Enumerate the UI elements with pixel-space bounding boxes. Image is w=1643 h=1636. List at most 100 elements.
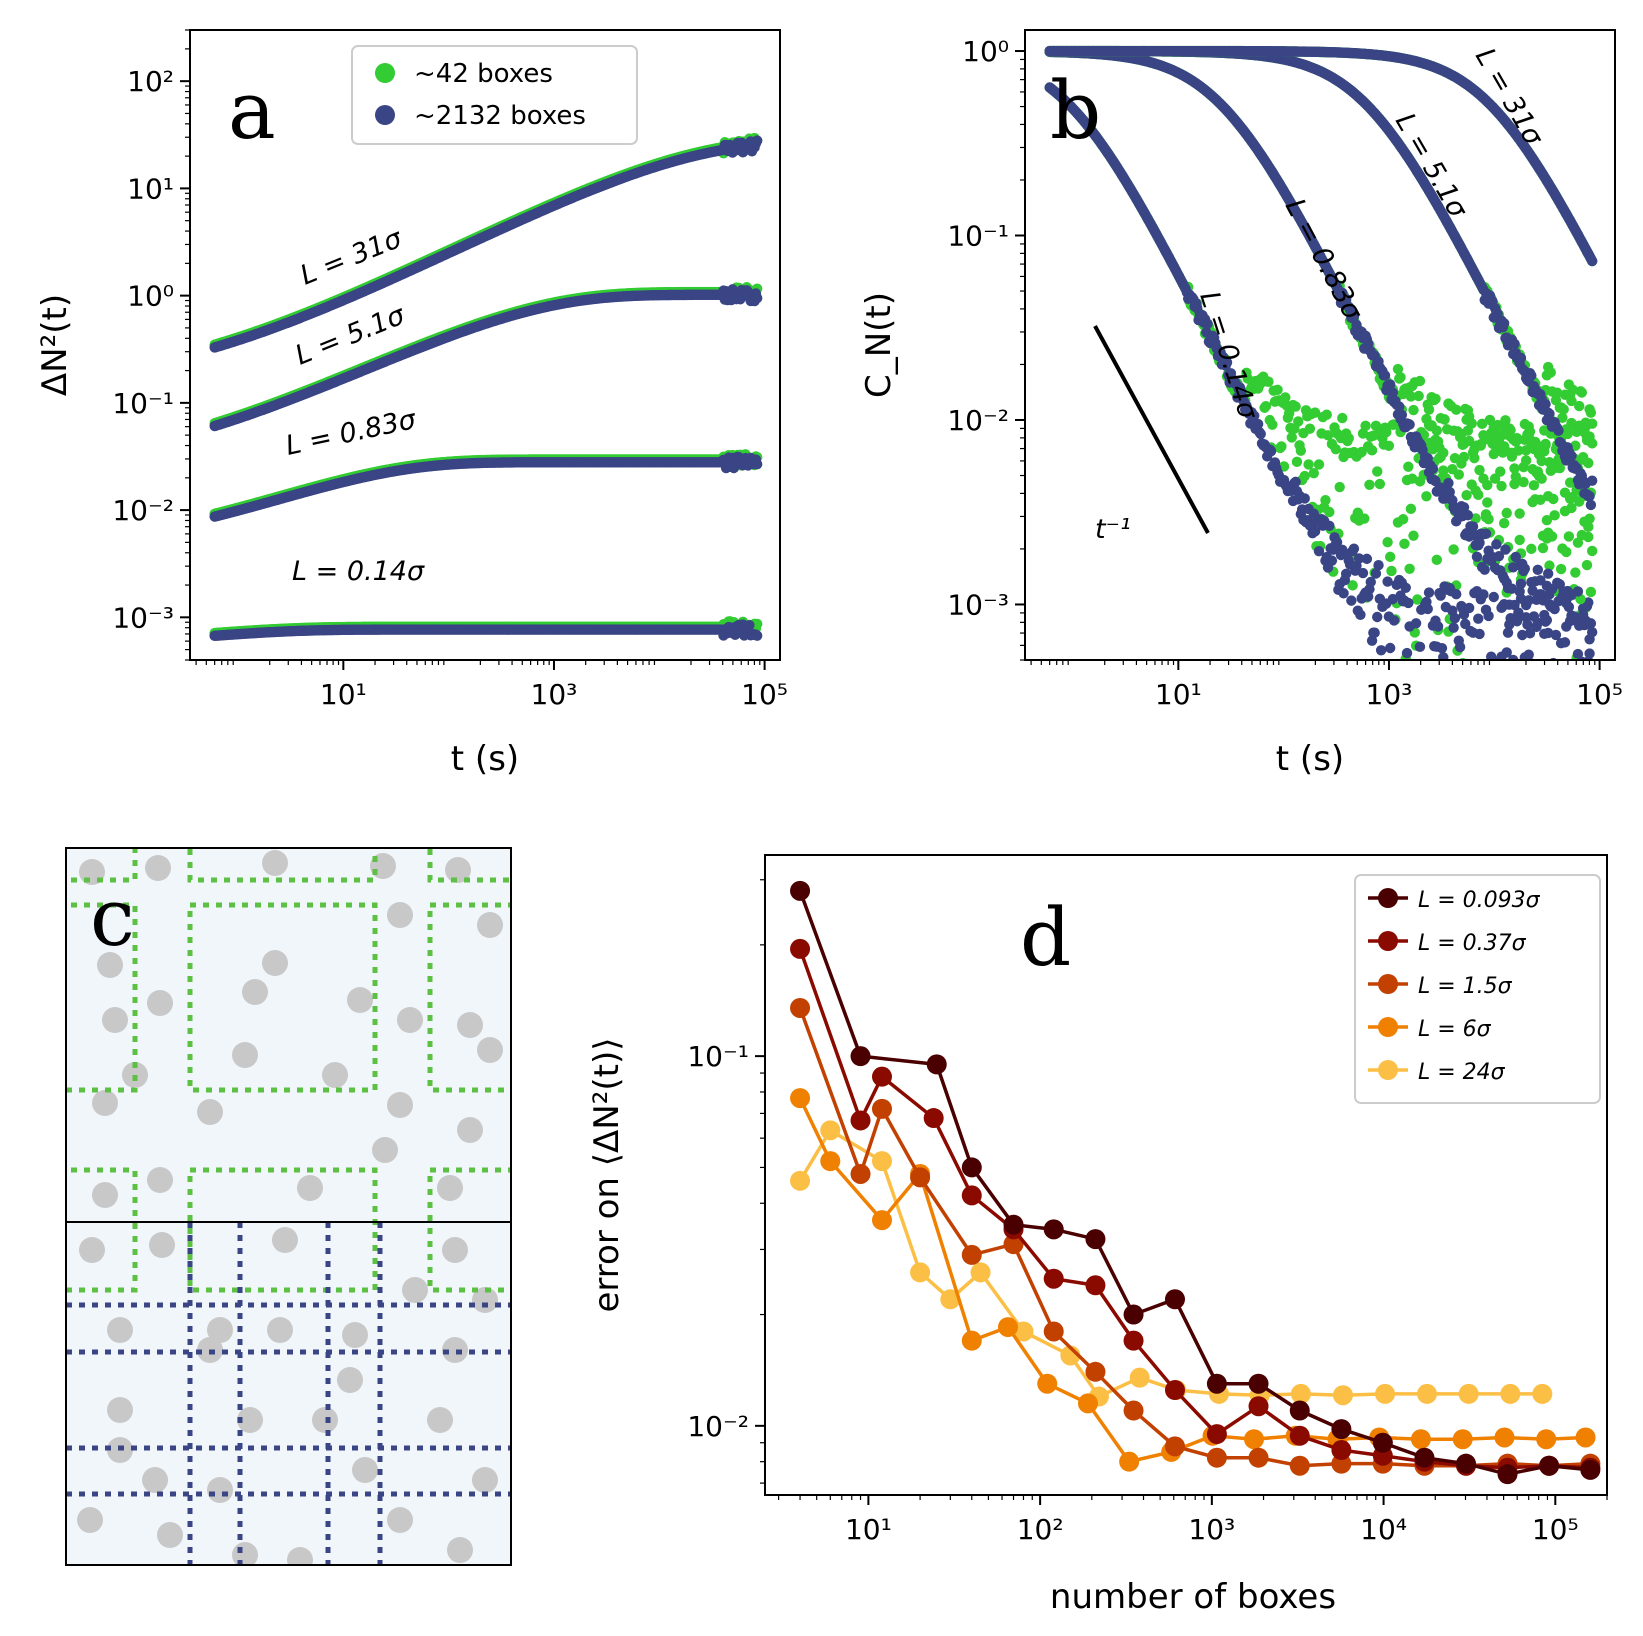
panel-b-point xyxy=(1473,489,1484,501)
panel-b-point xyxy=(1559,487,1571,498)
panel-b-point xyxy=(1280,392,1291,403)
panel-b-point xyxy=(1357,567,1369,579)
panel-b-point xyxy=(1431,554,1442,566)
panel-b-point xyxy=(1410,711,1420,721)
panel-a-point xyxy=(751,135,763,146)
panel-b-point xyxy=(1463,411,1475,422)
panel-b-point xyxy=(1470,835,1480,845)
panel-b-point xyxy=(1334,481,1345,493)
panel-b-point xyxy=(1405,503,1417,515)
panel-b-point xyxy=(1340,568,1352,580)
panel-b-points xyxy=(1044,45,1598,875)
panel-b-point xyxy=(1360,420,1371,432)
panel-b-point xyxy=(1475,439,1487,450)
panel-b-point xyxy=(1406,730,1416,740)
panel-b-point xyxy=(1527,712,1537,722)
panel-a-points xyxy=(209,132,763,642)
panel-b-point xyxy=(1403,461,1414,472)
panel-a-ylabel: ΔN²(t) xyxy=(35,294,75,396)
panel-a-xlabel: t (s) xyxy=(451,739,519,779)
panel-b-point xyxy=(1291,456,1303,468)
panel-b-point xyxy=(1511,435,1523,446)
panel-b-point xyxy=(1303,459,1314,470)
panel-a-legend: ~42 boxes ~2132 boxes xyxy=(351,45,638,145)
panel-b-point xyxy=(1579,516,1590,527)
panel-b-point xyxy=(1525,677,1535,687)
panel-b-point xyxy=(1552,711,1562,721)
panel-a-point xyxy=(751,618,763,630)
panel-b-point xyxy=(1432,621,1444,632)
panel-b-point xyxy=(1491,672,1501,682)
panel-b-point xyxy=(1355,609,1366,621)
panel-b-point xyxy=(1452,701,1462,711)
panel-b-point xyxy=(1417,665,1427,675)
panel-b-point xyxy=(1494,865,1504,875)
panel-b-point xyxy=(1473,613,1484,624)
panel-b-point xyxy=(1575,736,1585,746)
panel-b-point xyxy=(1255,428,1266,440)
panel-b-point xyxy=(1583,531,1594,543)
panel-b-point xyxy=(1403,597,1414,609)
panel-b-point xyxy=(1422,603,1433,615)
panel-b-point xyxy=(1454,641,1466,653)
panel-b-point xyxy=(1526,543,1537,555)
panel-a-frame xyxy=(189,29,781,661)
panel-b-point xyxy=(1546,805,1556,815)
panel-b-point xyxy=(1421,491,1432,502)
panel-a-letter: a xyxy=(228,64,276,157)
panel-b-point xyxy=(1313,459,1325,470)
panel-b-point xyxy=(1364,479,1375,491)
panel-b-point xyxy=(1260,400,1272,412)
legend-label-42: ~42 boxes xyxy=(414,59,553,89)
panel-b-point xyxy=(1283,408,1295,419)
panel-b-point xyxy=(1520,455,1532,466)
panel-b-point xyxy=(1366,445,1378,456)
panel-b-point xyxy=(1458,451,1470,463)
panel-b-point xyxy=(1432,436,1444,447)
panel-b-point xyxy=(1448,622,1459,633)
panel-b-point xyxy=(1559,637,1571,648)
panel-a-ytick-label: 10² xyxy=(127,65,174,98)
panel-b-point xyxy=(1453,469,1465,480)
panel-b-point xyxy=(1384,551,1396,563)
panel-b-point xyxy=(1295,445,1307,456)
panel-b-point xyxy=(1419,666,1429,676)
panel-b-point xyxy=(1585,586,1597,598)
panel-b-point xyxy=(1320,494,1331,506)
panel-a-curve-label: L = 0.83σ xyxy=(283,404,419,462)
panel-b-point xyxy=(1472,682,1482,692)
panel-b-point xyxy=(1563,531,1575,542)
panel-b-point xyxy=(1414,641,1426,653)
panel-b-point xyxy=(1321,409,1332,420)
panel-b-point xyxy=(1513,668,1523,678)
panel-b-point xyxy=(1425,687,1435,697)
panel-b-point xyxy=(1401,647,1413,659)
legend-label-2132: ~2132 boxes xyxy=(414,101,586,131)
panel-b-point xyxy=(1523,649,1534,660)
panel-b-point xyxy=(1267,419,1278,430)
panel-b-point xyxy=(1397,514,1409,525)
panel-b-point xyxy=(1386,565,1397,577)
panel-b-point xyxy=(1480,786,1490,796)
panel-b-point xyxy=(1562,679,1572,689)
panel-b-point xyxy=(1290,401,1301,412)
panel-b-point xyxy=(1299,470,1310,482)
panel-b-point xyxy=(1532,466,1543,477)
panel-b-point xyxy=(1482,497,1493,508)
panel-b-point xyxy=(1555,732,1565,742)
panel-a-point xyxy=(729,629,741,641)
panel-b-point xyxy=(1501,507,1512,519)
panel-a-point xyxy=(735,294,746,305)
panel-b-point xyxy=(1505,424,1516,436)
panel-b-point xyxy=(1408,404,1419,416)
panel-b-point xyxy=(1474,628,1485,640)
panel-b-point xyxy=(1557,728,1567,738)
panel-b-point xyxy=(1551,673,1561,683)
panel-a-point xyxy=(751,459,763,470)
panel-b-point xyxy=(1485,760,1495,770)
panel-b-point xyxy=(1480,511,1492,523)
